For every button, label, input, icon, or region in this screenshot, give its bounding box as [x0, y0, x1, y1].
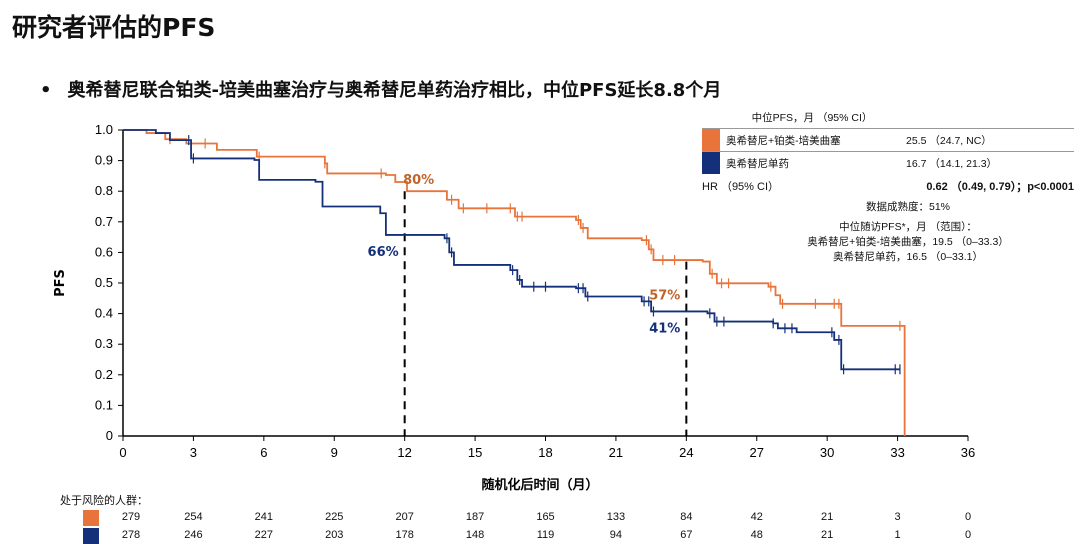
y-tick-label: 0.1 [95, 397, 113, 412]
hr-value: 0.62 （0.49, 0.79）；p<0.0001 [926, 181, 1074, 193]
bullet-point: • 奥希替尼联合铂类-培美曲塞治疗与奥希替尼单药治疗相比，中位PFS延长8.8个月 [40, 76, 721, 102]
x-tick-label: 12 [397, 445, 411, 460]
risk-count: 187 [465, 511, 485, 523]
y-tick-label: 0.4 [95, 306, 113, 321]
risk-table: 处于风险的人群： 279 254 241 225 207 187 165 133 84 42 21 3… [60, 492, 971, 544]
legend: 中位PFS，月 （95% CI） 奥希替尼+铂类-培美曲塞 25.5 （24.7… [702, 110, 1074, 264]
legend-row-combo: 奥希替尼+铂类-培美曲塞 25.5 （24.7, NC） [702, 128, 1074, 151]
risk-count: 178 [395, 529, 414, 541]
annotation-label: 57% [649, 289, 680, 304]
risk-count: 278 [121, 529, 141, 541]
risk-count: 3 [894, 511, 901, 523]
risk-count: 279 [121, 511, 141, 523]
risk-count: 246 [184, 529, 203, 541]
legend-swatch-blue [702, 152, 720, 174]
risk-count: 1 [894, 529, 901, 541]
legend-value: 16.7 （14.1, 21.3） [906, 157, 998, 170]
y-tick-label: 0.2 [95, 367, 113, 382]
y-tick-label: 1.0 [95, 122, 113, 137]
risk-count: 94 [609, 529, 623, 541]
risk-count: 119 [536, 529, 555, 541]
legend-header: 中位PFS，月 （95% CI） [751, 112, 873, 124]
risk-count: 227 [254, 529, 274, 541]
km-curve-mono [123, 129, 900, 371]
data-maturity: 数据成熟度：51% [865, 201, 950, 213]
y-tick-label: 0.7 [95, 214, 113, 229]
y-axis-label: PFS [53, 269, 68, 297]
risk-count: 254 [184, 511, 203, 523]
y-tick-label: 0.8 [95, 183, 113, 198]
risk-count: 84 [680, 511, 693, 523]
page-title: 研究者评估的PFS [12, 13, 216, 42]
bullet-text: 奥希替尼联合铂类-培美曲塞治疗与奥希替尼单药治疗相比，中位PFS延长8.8个月 [67, 80, 722, 101]
x-tick-label: 15 [468, 445, 482, 460]
legend-value: 25.5 （24.7, NC） [906, 134, 992, 147]
bullet-dot: • [40, 80, 52, 101]
risk-count: 225 [325, 511, 344, 523]
followup-combo: 奥希替尼+铂类-培美曲塞，19.5 （0–33.3） [807, 236, 1009, 248]
risk-count: 21 [821, 511, 834, 523]
annotation-label: 41% [649, 322, 680, 337]
x-tick-label: 9 [331, 445, 338, 460]
risk-count: 48 [750, 529, 763, 541]
risk-count: 0 [964, 511, 972, 523]
risk-title: 处于风险的人群： [60, 495, 148, 507]
y-tick-label: 0 [106, 428, 113, 443]
y-tick-label: 0.6 [95, 244, 113, 259]
risk-count: 42 [750, 511, 763, 523]
x-tick-label: 33 [890, 445, 904, 460]
risk-count: 241 [254, 511, 274, 523]
risk-count: 207 [395, 511, 414, 523]
risk-count: 148 [465, 529, 485, 541]
x-tick-label: 0 [119, 445, 126, 460]
legend-row-mono: 奥希替尼单药 16.7 （14.1, 21.3） [702, 151, 1074, 174]
followup-mono: 奥希替尼单药，16.5 （0–33.1） [833, 251, 983, 263]
x-tick-label: 36 [961, 445, 975, 460]
legend-name: 奥希替尼单药 [726, 157, 789, 170]
risk-count: 203 [325, 529, 344, 541]
y-tick-label: 0.9 [95, 153, 113, 168]
risk-count: 165 [536, 511, 555, 523]
risk-count: 21 [821, 529, 834, 541]
x-tick-label: 27 [750, 445, 764, 460]
risk-row: 278 246 227 203 178 148 119 94 67 48 21 1 0 [60, 528, 1080, 544]
hazard-ratio: HR （95% CI） 0.62 （0.49, 0.79）；p<0.0001 [702, 178, 1074, 194]
followup-title: 中位随访PFS*，月 （范围）： [839, 221, 977, 233]
risk-count: 133 [606, 511, 626, 523]
x-tick-label: 21 [609, 445, 623, 460]
legend-swatch-orange [702, 129, 720, 151]
hr-label: HR （95% CI） [702, 181, 780, 193]
risk-swatch [83, 510, 99, 526]
x-tick-label: 18 [538, 445, 552, 460]
risk-swatch [83, 528, 99, 544]
y-tick-label: 0.3 [95, 336, 113, 351]
annotation-label: 80% [403, 173, 434, 188]
risk-count: 0 [964, 529, 972, 541]
legend-name: 奥希替尼+铂类-培美曲塞 [726, 134, 841, 147]
x-tick-label: 3 [190, 445, 197, 460]
y-tick-label: 0.5 [95, 275, 113, 290]
x-tick-label: 30 [820, 445, 834, 460]
risk-row: 279 254 241 225 207 187 165 133 84 42 21 3 0 [60, 510, 1080, 526]
km-curve-combo [123, 129, 906, 436]
x-axis-label: 随机化后时间（月） [481, 477, 598, 493]
x-tick-label: 6 [260, 445, 267, 460]
x-tick-label: 24 [679, 445, 693, 460]
annotation-label: 66% [368, 245, 399, 260]
risk-count: 67 [680, 529, 693, 541]
